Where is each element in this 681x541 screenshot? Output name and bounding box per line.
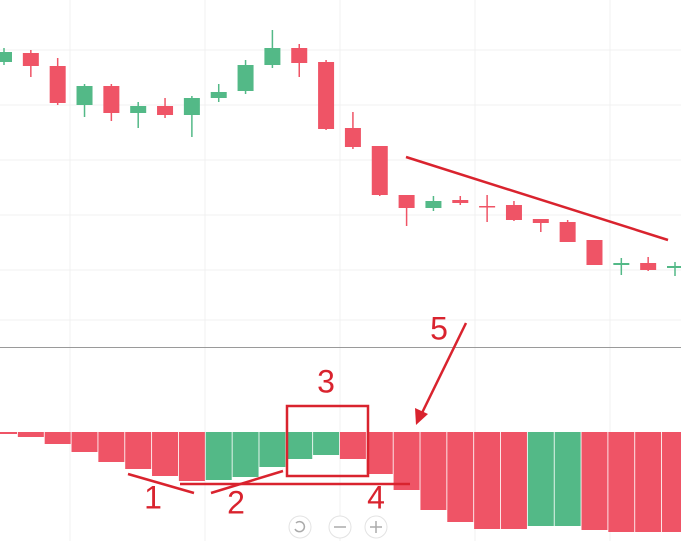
histogram-bar xyxy=(581,432,608,530)
histogram-bar xyxy=(527,432,554,526)
annotation-arrow xyxy=(419,322,468,416)
histogram-bar xyxy=(313,432,340,455)
marks xyxy=(0,30,681,532)
histogram-bar xyxy=(259,432,286,467)
candle-body xyxy=(237,65,254,91)
annotation-label: 3 xyxy=(317,363,335,399)
candle-body xyxy=(22,53,39,66)
histogram-bar xyxy=(152,432,179,476)
candle-body xyxy=(76,86,93,105)
histogram-bar xyxy=(0,432,17,434)
histogram-bar xyxy=(178,432,205,481)
annotation-box xyxy=(285,404,370,478)
candle-body xyxy=(505,205,522,220)
arrow-head xyxy=(415,408,428,425)
annotation-line xyxy=(210,469,284,495)
histogram-bar xyxy=(500,432,527,529)
annotation-label: 1 xyxy=(144,479,162,515)
candle-body xyxy=(452,200,469,203)
candle-body xyxy=(371,146,388,195)
candle-body xyxy=(130,106,147,113)
zoom-in-button[interactable] xyxy=(364,515,388,539)
candle-body xyxy=(291,48,308,63)
candle-body xyxy=(613,263,630,265)
histogram-bar xyxy=(125,432,152,469)
candle-body xyxy=(210,92,227,98)
candle-body xyxy=(183,98,200,115)
histogram-bar xyxy=(98,432,125,462)
annotation-label: 4 xyxy=(367,479,385,515)
candle-body xyxy=(264,48,281,65)
candle-body xyxy=(157,106,174,115)
annotations: 1 2 3 4 5 xyxy=(127,155,669,520)
histogram-bar xyxy=(662,432,681,532)
reset-button[interactable] xyxy=(288,515,312,539)
histogram-bar xyxy=(608,432,635,532)
annotation-label: 2 xyxy=(227,484,245,520)
histogram-bar xyxy=(286,432,313,459)
candle-body xyxy=(586,240,603,265)
histogram-bar xyxy=(44,432,71,444)
histogram-bar xyxy=(393,432,420,490)
histogram-bar xyxy=(474,432,501,529)
candle-body xyxy=(344,128,361,147)
histogram-bar xyxy=(635,432,662,532)
annotation-label: 5 xyxy=(430,310,448,346)
candle-body xyxy=(640,263,657,270)
histogram-bar xyxy=(366,432,393,474)
zoom-controls xyxy=(288,515,388,539)
histogram-bar xyxy=(339,432,366,459)
histogram-bar xyxy=(205,432,232,480)
histogram-bar xyxy=(447,432,474,522)
candle-body xyxy=(103,86,120,113)
candle-body xyxy=(532,219,549,223)
histogram-bar xyxy=(554,432,581,526)
histogram-bar xyxy=(17,432,44,437)
zoom-out-button[interactable] xyxy=(328,515,352,539)
candle-body xyxy=(667,266,681,268)
candle-body xyxy=(0,52,12,62)
candle-body xyxy=(425,201,442,208)
histogram-bar xyxy=(420,432,447,510)
annotation-line xyxy=(127,472,195,495)
histogram-bar xyxy=(71,432,98,452)
histogram-bar xyxy=(232,432,259,477)
candle-body xyxy=(398,195,415,208)
candle-body xyxy=(479,206,496,208)
candle-body xyxy=(49,66,66,103)
trend-line xyxy=(405,155,669,242)
candle-body xyxy=(318,62,335,129)
candle-body xyxy=(559,222,576,242)
